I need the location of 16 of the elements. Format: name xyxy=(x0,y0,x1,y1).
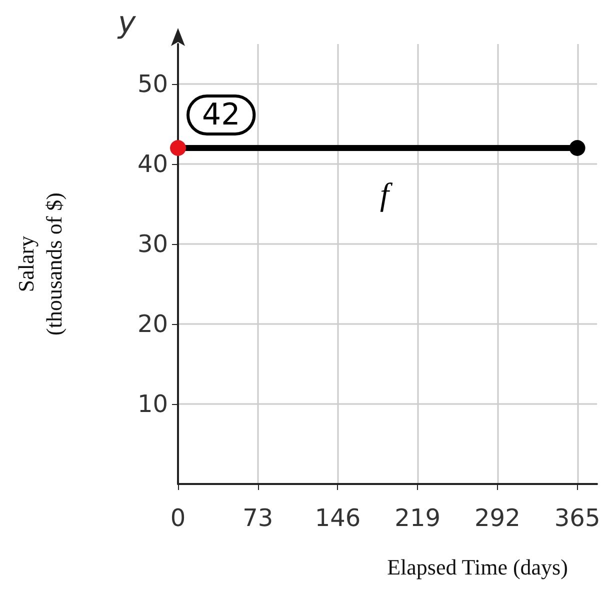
annotation: 42 xyxy=(202,98,240,132)
x-tick-label: 365 xyxy=(554,504,600,532)
x-axis-title: Elapsed Time (days) xyxy=(387,554,568,580)
x-tick-label: 146 xyxy=(314,504,361,532)
text: y xyxy=(117,6,137,40)
y-axis-title: Salary (thousands of $) xyxy=(14,192,66,336)
y-tick-label: 10 xyxy=(137,390,168,418)
y-tick-label: 40 xyxy=(137,150,168,178)
annotation: f xyxy=(380,176,393,212)
y-tick-label: 30 xyxy=(137,230,168,258)
y-tick-label: 20 xyxy=(137,310,168,338)
x-tick-label: 73 xyxy=(242,504,274,532)
x-tick-label: 219 xyxy=(394,504,440,532)
x-tick-label: 292 xyxy=(474,504,520,532)
y-tick-label: 50 xyxy=(137,70,168,98)
x-tick-label: 0 xyxy=(170,504,186,532)
